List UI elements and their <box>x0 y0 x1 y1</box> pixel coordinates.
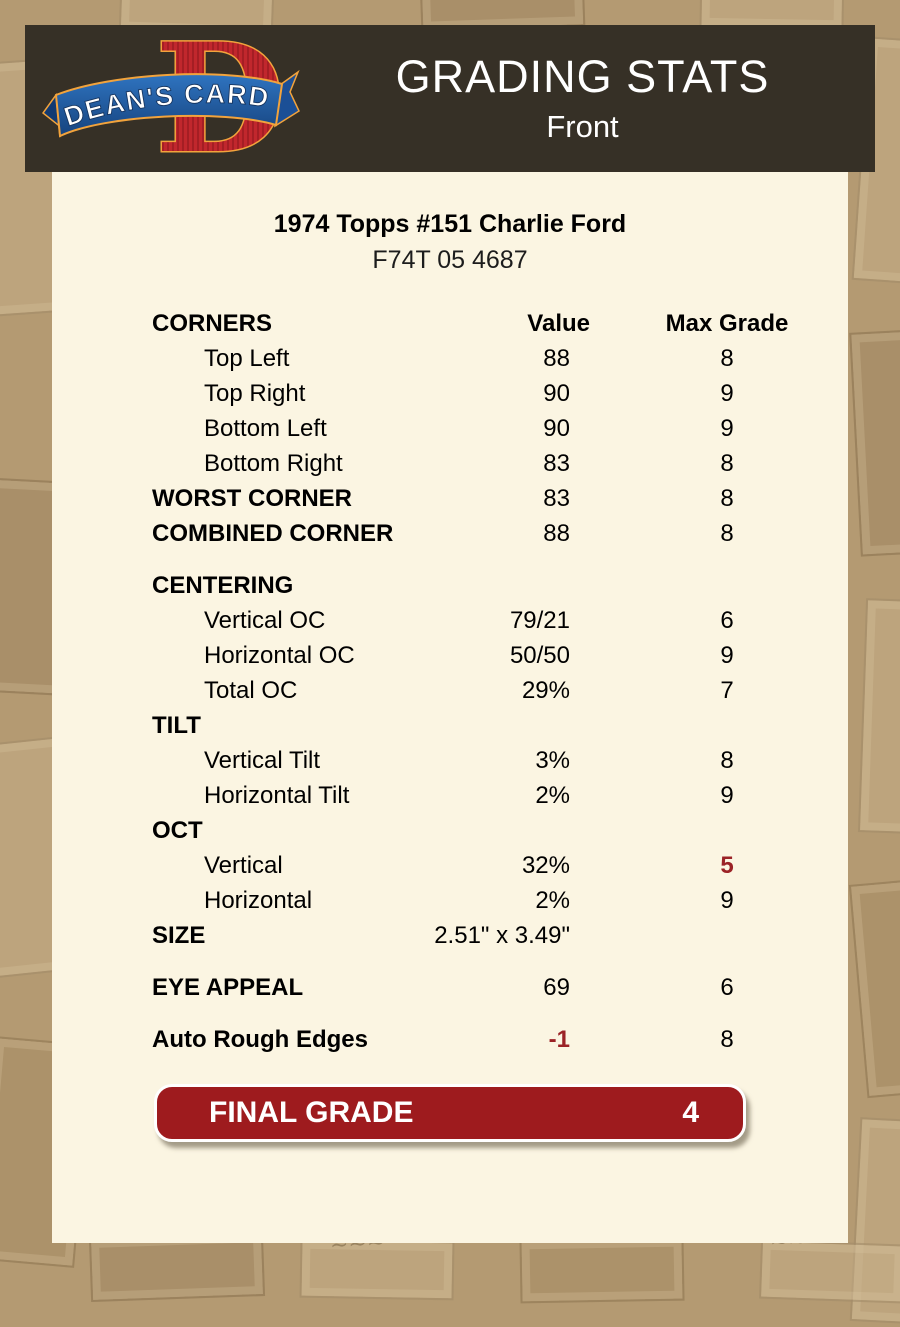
table-row: WORST CORNER 83 8 <box>52 481 848 516</box>
row-value: 88 <box>543 520 570 547</box>
row-value: 3% <box>535 747 570 774</box>
row-label: COMBINED CORNER <box>152 520 394 547</box>
table-row: OCT <box>52 813 848 848</box>
ghost-card <box>857 598 900 836</box>
row-value: 83 <box>543 450 570 477</box>
final-grade-value: 4 <box>682 1096 699 1129</box>
row-value: 69 <box>543 974 570 1001</box>
row-label: Top Right <box>204 380 306 407</box>
final-grade-button[interactable]: FINAL GRADE 4 <box>154 1084 746 1142</box>
table-row: Horizontal Tilt 2% 9 <box>52 778 848 813</box>
grading-table-rows: Top Left 88 8 Top Right 90 9 Bottom Left… <box>52 341 848 1057</box>
card-serial-number: F74T 05 4687 <box>372 246 528 274</box>
row-max-grade: 8 <box>720 450 734 477</box>
row-max-grade: 6 <box>720 607 734 634</box>
row-value: 90 <box>543 415 570 442</box>
table-row: Auto Rough Edges -1 8 <box>52 1022 848 1057</box>
table-row: Bottom Right 83 8 <box>52 446 848 481</box>
column-header-max-grade: Max Grade <box>665 310 789 337</box>
row-max-grade: 7 <box>720 677 734 704</box>
row-max-grade: 8 <box>720 1026 734 1053</box>
row-label: TILT <box>152 712 201 739</box>
row-label: EYE APPEAL <box>152 974 304 1001</box>
table-row: Horizontal OC 50/50 9 <box>52 638 848 673</box>
row-max-grade: 9 <box>720 782 734 809</box>
table-row: Horizontal 2% 9 <box>52 883 848 918</box>
row-max-grade: 8 <box>720 345 734 372</box>
page-subtitle: Front <box>546 109 619 145</box>
row-value: 90 <box>543 380 570 407</box>
table-row: COMBINED CORNER 88 8 <box>52 516 848 551</box>
row-label: Bottom Right <box>204 450 343 477</box>
table-row: Bottom Left 90 9 <box>52 411 848 446</box>
table-row: Top Left 88 8 <box>52 341 848 376</box>
row-value: 50/50 <box>509 642 570 669</box>
row-label: Vertical Tilt <box>204 747 321 774</box>
row-value: 83 <box>543 485 570 512</box>
card-title: 1974 Topps #151 Charlie Ford <box>273 210 627 238</box>
row-label: Horizontal <box>204 887 313 914</box>
row-value: 2.51" x 3.49" <box>434 922 570 949</box>
row-max-grade: 9 <box>720 887 734 914</box>
row-label: Horizontal Tilt <box>204 782 350 809</box>
row-value: 79/21 <box>509 607 570 634</box>
row-max-grade: 9 <box>720 642 734 669</box>
ghost-card <box>519 1236 685 1304</box>
row-label: Top Left <box>204 345 290 372</box>
row-max-grade: 9 <box>720 380 734 407</box>
row-max-grade: 8 <box>720 747 734 774</box>
row-label: Vertical <box>204 852 283 879</box>
row-label: Bottom Left <box>204 415 327 442</box>
row-value: 2% <box>535 887 570 914</box>
row-value: 29% <box>521 677 570 704</box>
grading-report-panel: 1974 Topps #151 Charlie Ford F74T 05 468… <box>52 172 848 1243</box>
deans-cards-logo: D DEAN'S CARDS <box>25 25 320 172</box>
row-value: -1 <box>548 1026 570 1053</box>
final-grade-label: FINAL GRADE <box>209 1096 414 1129</box>
column-header-value: Value <box>527 310 590 337</box>
row-label: Total OC <box>204 677 298 704</box>
header-bar: D DEAN'S CARDS GRADING STATS Front <box>25 25 875 172</box>
row-max-grade: 9 <box>720 415 734 442</box>
deans-cards-logo-graphic: D DEAN'S CARDS <box>41 29 300 169</box>
table-header-row: CORNERS Value Max Grade <box>52 306 848 341</box>
column-header-corners: CORNERS <box>152 310 273 337</box>
table-row: CENTERING <box>52 568 848 603</box>
row-label: OCT <box>152 817 203 844</box>
row-value: 32% <box>521 852 570 879</box>
table-row: Vertical OC 79/21 6 <box>52 603 848 638</box>
ghost-card <box>848 875 900 1099</box>
row-label: CENTERING <box>152 572 294 599</box>
table-row: TILT <box>52 708 848 743</box>
table-row: Total OC 29% 7 <box>52 673 848 708</box>
ghost-card <box>849 327 900 557</box>
row-max-grade: 6 <box>720 974 734 1001</box>
table-row: Vertical Tilt 3% 8 <box>52 743 848 778</box>
table-row: Vertical 32% 5 <box>52 848 848 883</box>
row-max-grade: 8 <box>720 520 734 547</box>
row-value: 2% <box>535 782 570 809</box>
table-row: SIZE 2.51" x 3.49" <box>52 918 848 953</box>
row-label: Auto Rough Edges <box>152 1026 368 1053</box>
table-row: Top Right 90 9 <box>52 376 848 411</box>
page-title: GRADING STATS <box>395 50 770 102</box>
row-label: Vertical OC <box>204 607 326 634</box>
row-label: Horizontal OC <box>204 642 355 669</box>
table-row: EYE APPEAL 69 6 <box>52 970 848 1005</box>
row-label: SIZE <box>152 922 206 949</box>
row-max-grade: 8 <box>720 485 734 512</box>
grading-table: CORNERS Value Max Grade Top Left 88 8 To… <box>52 306 848 1057</box>
row-max-grade: 5 <box>720 852 734 879</box>
row-value: 88 <box>543 345 570 372</box>
row-label: WORST CORNER <box>152 485 352 512</box>
